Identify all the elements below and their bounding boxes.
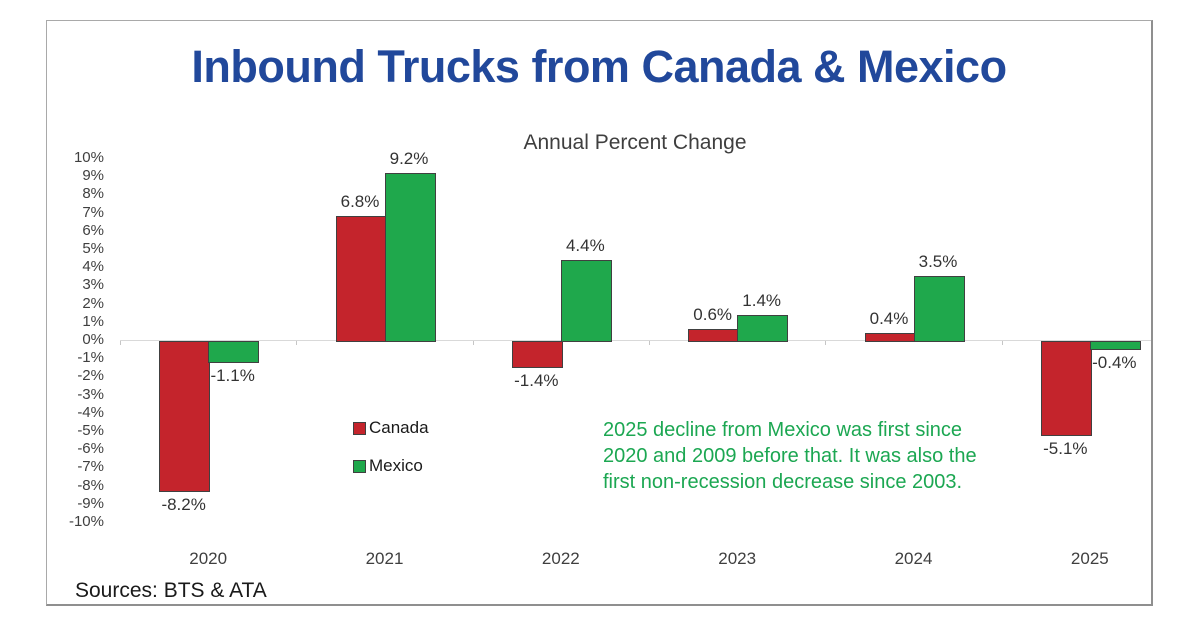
y-axis-tick-label: -1% <box>77 349 104 367</box>
y-axis-tick-label: 2% <box>82 294 104 312</box>
bar-value-label-mexico-2025: -0.4% <box>1092 353 1137 373</box>
x-axis-label-2025: 2025 <box>1070 549 1109 568</box>
y-axis-tick-label: 6% <box>82 221 104 239</box>
y-axis-tick-label: 10% <box>73 149 104 166</box>
bar-canada-2021 <box>335 216 387 342</box>
bar-mexico-2020 <box>208 341 260 364</box>
bar-mexico-2023 <box>737 314 789 342</box>
y-axis-tick-label: 8% <box>82 185 104 203</box>
chart-frame: Inbound Trucks from Canada & Mexico Annu… <box>46 20 1153 606</box>
legend-item-mexico: Mexico <box>353 456 429 475</box>
annotation-line-1: 2025 decline from Mexico was first since <box>603 419 963 441</box>
bar-canada-2025 <box>1040 341 1092 436</box>
legend-label-canada: Canada <box>369 418 429 437</box>
plot-area: 10% 9% 8% 7% 6% 5% 4% 3% 2% 1% 0% -1% -2% -3% -4% -5% -6… <box>69 149 1151 568</box>
bar-value-label-canada-2022: -1.4% <box>514 371 559 391</box>
y-axis-tick-label: 9% <box>82 167 104 185</box>
bar-mexico-2024 <box>913 276 965 342</box>
annotation-line-3: first non-recession decrease since 2003. <box>603 471 963 493</box>
y-axis-tick-label: 0% <box>82 331 104 348</box>
x-axis-label-2023: 2023 <box>718 549 757 568</box>
legend-marker-mexico-icon <box>353 459 366 473</box>
y-axis-tick-label: -3% <box>77 385 104 403</box>
bar-canada-2022 <box>511 341 563 369</box>
annotation-line-2: 2020 and 2009 before that. It was also t… <box>603 445 977 467</box>
y-axis-tick-label: -5% <box>77 422 104 439</box>
x-axis-label-2021: 2021 <box>365 549 404 568</box>
chart-subtitle: Annual Percent Change <box>523 131 747 154</box>
chart-annotation: 2025 decline from Mexico was first since… <box>603 417 977 495</box>
legend-item-canada: Canada <box>353 418 429 437</box>
y-axis-tick-label: 1% <box>82 312 104 330</box>
chart-legend: Canada Mexico <box>353 418 429 497</box>
y-axis-tick-label: 4% <box>82 258 104 276</box>
bar-value-label-canada-2023: 0.6% <box>693 305 733 325</box>
bar-mexico-2021 <box>384 172 436 342</box>
bar-value-label-mexico-2023: 1.4% <box>742 290 782 310</box>
x-axis-label-2020: 2020 <box>189 549 228 568</box>
y-axis-tick-label: -10% <box>68 513 104 530</box>
bar-value-label-canada-2021: 6.8% <box>340 192 380 212</box>
bar-value-label-mexico-2024: 3.5% <box>918 252 958 272</box>
axis-tick-mark <box>649 341 650 345</box>
axis-tick-mark <box>472 341 474 345</box>
bar-canada-2023 <box>688 329 740 342</box>
bar-mexico-2025 <box>1089 341 1141 351</box>
bar-value-label-canada-2020: -8.2% <box>161 495 206 515</box>
axis-tick-mark <box>120 341 121 345</box>
y-axis-tick-label: -9% <box>77 494 104 512</box>
axis-tick-mark <box>825 341 827 345</box>
chart-title: Inbound Trucks from Canada & Mexico <box>191 41 1007 92</box>
y-axis-tick-label: -4% <box>77 403 104 421</box>
legend-label-mexico: Mexico <box>369 456 423 475</box>
bar-canada-2024 <box>864 332 916 342</box>
axis-tick-mark <box>296 341 298 345</box>
source-note: Sources: BTS & ATA <box>75 579 267 602</box>
bar-value-label-canada-2024: 0.4% <box>869 308 909 328</box>
y-axis-tick-label: -2% <box>77 367 104 385</box>
y-axis-tick-label: 3% <box>82 276 104 294</box>
zero-axis-line <box>120 340 1151 341</box>
bar-value-label-mexico-2022: 4.4% <box>565 235 605 255</box>
legend-marker-canada-icon <box>353 421 366 435</box>
y-axis-tick-label: -6% <box>77 440 104 458</box>
y-axis-tick-label: 5% <box>82 240 104 257</box>
y-axis-tick-label: -7% <box>77 458 104 476</box>
axis-tick-mark <box>1001 341 1003 345</box>
x-axis-label-2024: 2024 <box>894 549 933 568</box>
bar-mexico-2022 <box>560 259 612 342</box>
bar-value-label-canada-2025: -5.1% <box>1043 438 1088 458</box>
bar-canada-2020 <box>159 341 211 493</box>
y-axis-tick-label: 7% <box>82 203 104 221</box>
bar-value-label-mexico-2020: -1.1% <box>210 366 255 386</box>
y-axis-tick-label: -8% <box>77 476 104 494</box>
x-axis-label-2022: 2022 <box>541 549 580 568</box>
bar-value-label-mexico-2021: 9.2% <box>389 148 429 168</box>
